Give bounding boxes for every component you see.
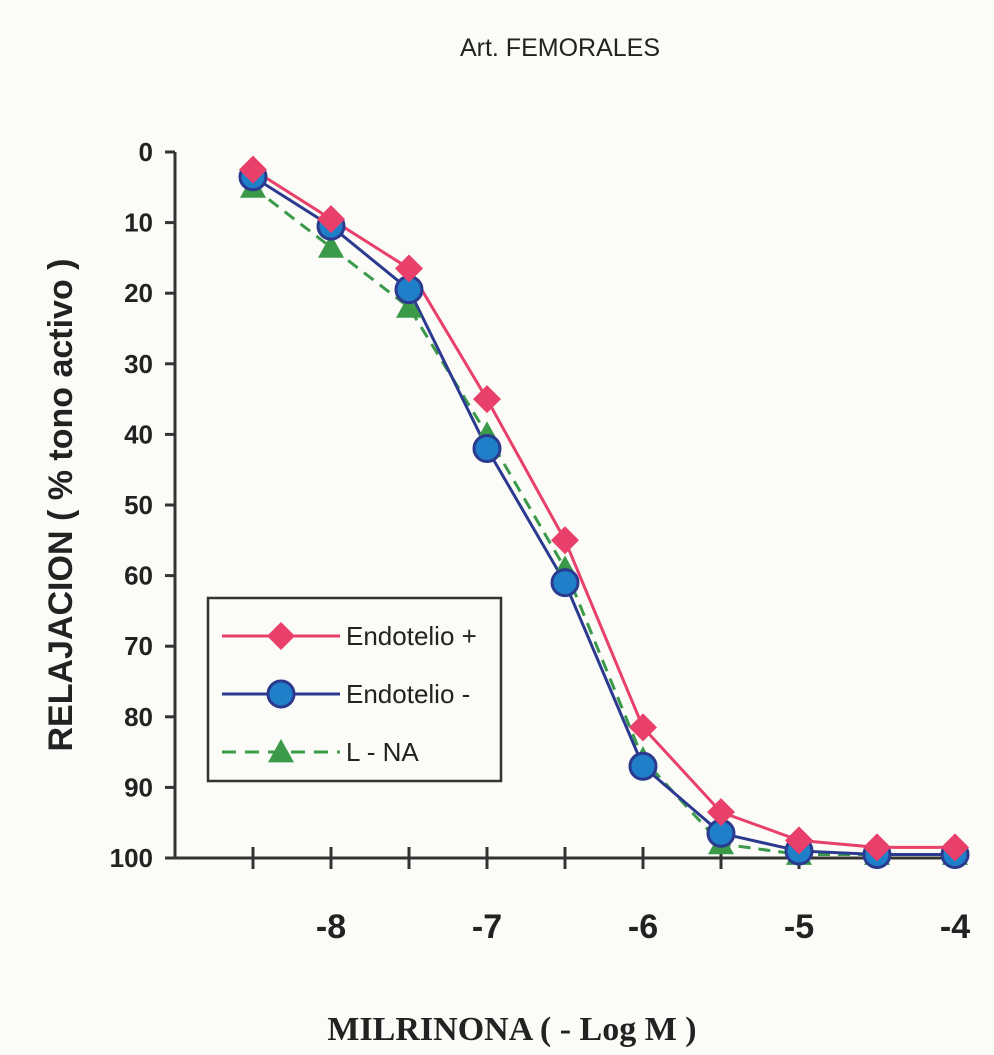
series-line [252,186,955,856]
series-point [239,155,267,184]
series-point [317,205,345,234]
legend-marker [268,739,294,763]
x-tick-label: -7 [472,908,502,946]
x-tick-label: -6 [628,908,658,946]
series-point [629,713,657,742]
x-tick-label: -5 [784,908,814,946]
y-tick-label: 80 [124,702,153,732]
y-tick-label: 100 [110,843,153,873]
y-tick-label: 50 [124,490,153,520]
chart-title: Art. FEMORALES [460,34,660,62]
series-line [252,175,955,856]
series-point [550,568,580,598]
legend-marker [266,679,296,709]
series-point [396,294,422,318]
series-point [551,526,579,555]
series-point [707,798,735,827]
legend-label: Endotelio - [346,679,470,709]
legend: Endotelio + Endotelio - L - NA [206,596,503,783]
series-point [628,751,658,781]
legend-label: Endotelio + [346,621,477,651]
legend-marker [267,622,295,650]
y-tick-label: 10 [124,208,153,238]
y-tick-label: 60 [124,561,153,591]
series-line [252,168,955,849]
y-tick-label: 0 [139,137,153,167]
series-point [473,385,501,414]
y-tick-label: 30 [124,349,153,379]
series-point [318,234,344,258]
y-axis-label: RELAJACION ( % tono activo ) [42,258,80,751]
y-tick-label: 90 [124,772,153,802]
y-tick-label: 20 [124,278,153,308]
series-point [941,833,969,862]
y-tick-label: 70 [124,631,153,661]
series-point [863,833,891,862]
y-tick-label: 40 [124,419,153,449]
series-point [472,434,502,464]
series-point [785,826,813,855]
series-layer [238,155,970,869]
series-point [395,254,423,283]
x-tick-label: -8 [316,908,346,946]
x-tick-label: -4 [940,908,970,946]
axes: 0 10 20 30 40 50 60 70 80 90 100 -8 -7 -6 -5 -4 [110,137,971,946]
x-axis-label: MILRINONA ( - Log M ) [327,1011,696,1048]
legend-label: L - NA [346,737,419,767]
